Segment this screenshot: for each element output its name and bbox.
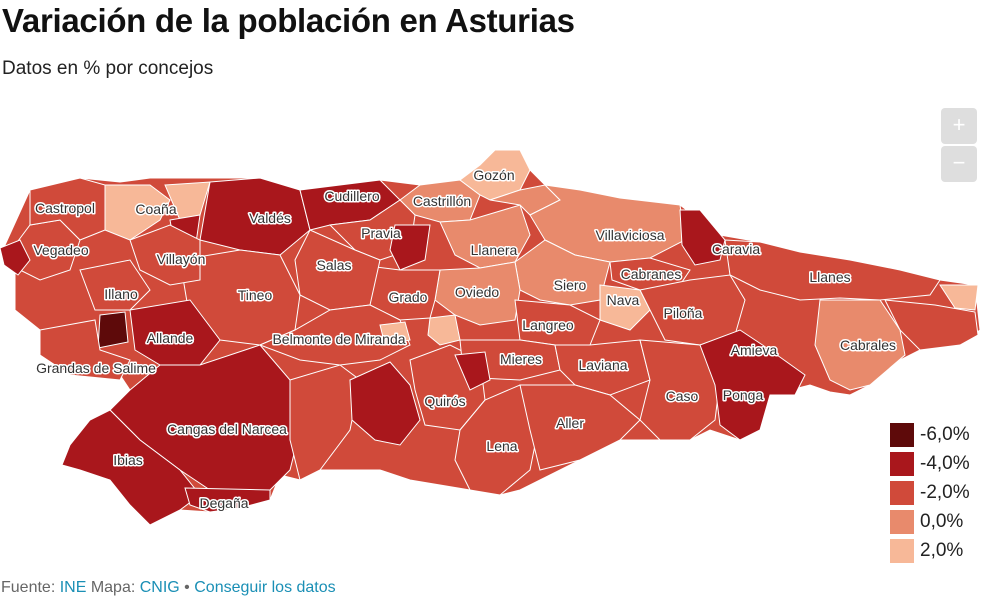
municipality-label[interactable]: Ibias	[112, 451, 145, 470]
municipality-label[interactable]: Cabranes	[619, 265, 683, 284]
legend-swatch	[890, 509, 914, 534]
municipality-label[interactable]: Cabrales	[838, 336, 897, 355]
region-degana	[184, 487, 271, 513]
legend-swatch	[890, 480, 914, 505]
municipality-label[interactable]: Valdés	[248, 209, 293, 228]
region-valdes	[199, 177, 311, 256]
legend-label: -6,0%	[920, 423, 970, 445]
municipality-label[interactable]: Llanera	[469, 241, 519, 260]
region-villayon	[129, 224, 201, 286]
legend-item: -6,0%	[890, 420, 970, 449]
legend-item: 0,0%	[890, 507, 970, 536]
legend: -6,0% -4,0% -2,0% 0,0% 2,0%	[890, 420, 970, 565]
region-llanera	[439, 204, 531, 269]
region-west-tip	[0, 239, 31, 276]
municipality-label[interactable]: Caso	[664, 387, 700, 406]
legend-item: -2,0%	[890, 478, 970, 507]
municipality-label[interactable]: Grado	[387, 288, 429, 307]
region-cabrales	[814, 299, 906, 391]
region-llanes-tip	[939, 284, 979, 311]
legend-label: -2,0%	[920, 481, 970, 503]
municipality-label[interactable]: Aller	[554, 414, 585, 433]
region-nava	[599, 284, 651, 331]
footer-source-link[interactable]: INE	[59, 579, 87, 596]
municipality-label[interactable]: Grandas de Salime	[35, 359, 158, 378]
region-oviedo-light	[427, 314, 461, 346]
municipality-label[interactable]: Salas	[315, 256, 353, 275]
region-amieva	[699, 329, 806, 441]
municipality-label[interactable]: Tineo	[236, 286, 274, 305]
footer-map-link[interactable]: CNIG	[139, 579, 180, 596]
municipality-label[interactable]: Langreo	[521, 316, 576, 335]
map-subtitle: Datos en % por concejos	[2, 58, 214, 79]
region-grandas	[39, 319, 131, 381]
municipality-label[interactable]: Allande	[145, 329, 195, 348]
asturias-map: Gozón Castropol Coaña Cudillero Castrill…	[0, 149, 981, 526]
municipality-label[interactable]: Nava	[605, 291, 641, 310]
region-aller	[519, 384, 641, 471]
municipality-label[interactable]: Belmonte de Miranda	[271, 330, 407, 349]
zoom-out-button[interactable]: −	[941, 146, 977, 182]
municipality-label[interactable]: Mieres	[498, 350, 543, 369]
municipality-label[interactable]: Oviedo	[453, 283, 501, 302]
legend-label: 2,0%	[920, 539, 964, 561]
legend-item: -4,0%	[890, 449, 970, 478]
footer-source-prefix: Fuente:	[1, 579, 60, 596]
legend-swatch	[890, 422, 914, 447]
map-regions	[0, 149, 981, 526]
municipality-label[interactable]: Pravia	[360, 224, 403, 243]
footer: Fuente: INE Mapa: CNIG • Conseguir los d…	[1, 579, 336, 597]
municipality-label[interactable]: Illano	[103, 285, 140, 304]
municipality-labels: Gozón Castropol Coaña Cudillero Castrill…	[32, 166, 898, 513]
municipality-label[interactable]: Castropol	[34, 199, 97, 218]
municipality-label[interactable]: Laviana	[577, 356, 629, 375]
municipality-label[interactable]: Llanes	[808, 268, 852, 287]
region-pravia-east	[389, 224, 431, 271]
municipality-label[interactable]: Caravia	[710, 240, 761, 259]
municipality-label[interactable]: Villayón	[155, 250, 207, 269]
region-darkest	[97, 311, 129, 349]
footer-map-prefix: Mapa:	[86, 579, 140, 596]
zoom-in-button[interactable]: +	[941, 108, 977, 144]
region-gozon	[459, 149, 531, 201]
footer-separator: •	[179, 579, 195, 596]
legend-label: 0,0%	[920, 510, 964, 532]
region-east-red	[884, 299, 979, 351]
municipality-label[interactable]: Gozón	[472, 166, 516, 185]
region-illano	[79, 259, 151, 311]
region-teverga	[349, 361, 421, 446]
region-llanes	[724, 239, 941, 301]
region-laviana	[554, 339, 651, 396]
map-title: Variación de la población en Asturias	[2, 2, 575, 39]
legend-swatch	[890, 538, 914, 563]
region-caravia	[679, 209, 726, 266]
region-castrillon	[399, 179, 481, 223]
municipality-label[interactable]: Coaña	[134, 200, 178, 219]
region-somiedo	[289, 364, 361, 481]
municipality-label[interactable]: Quirós	[423, 392, 467, 411]
municipality-label[interactable]: Ponga	[721, 386, 765, 405]
municipality-label[interactable]: Lena	[485, 437, 519, 456]
region-oviedo	[434, 261, 521, 326]
municipality-label[interactable]: Piloña	[662, 304, 704, 323]
municipality-label[interactable]: Siero	[552, 276, 588, 295]
municipality-label[interactable]: Castrillón	[411, 192, 472, 211]
legend-label: -4,0%	[920, 452, 970, 474]
legend-swatch	[890, 451, 914, 476]
region-castropol	[29, 177, 106, 241]
municipality-label[interactable]: Cudillero	[323, 187, 381, 206]
municipality-label[interactable]: Vegadeo	[32, 241, 90, 260]
municipality-label[interactable]: Amieva	[729, 341, 779, 360]
municipality-label[interactable]: Cangas del Narcea	[166, 420, 289, 439]
region-lena	[454, 384, 541, 496]
region-mieres-dark	[454, 351, 491, 391]
municipality-label[interactable]: Degaña	[198, 494, 250, 513]
region-belmonte-light	[379, 321, 411, 346]
footer-data-link[interactable]: Conseguir los datos	[194, 579, 336, 596]
municipality-label[interactable]: Villaviciosa	[594, 226, 666, 245]
legend-item: 2,0%	[890, 536, 970, 565]
